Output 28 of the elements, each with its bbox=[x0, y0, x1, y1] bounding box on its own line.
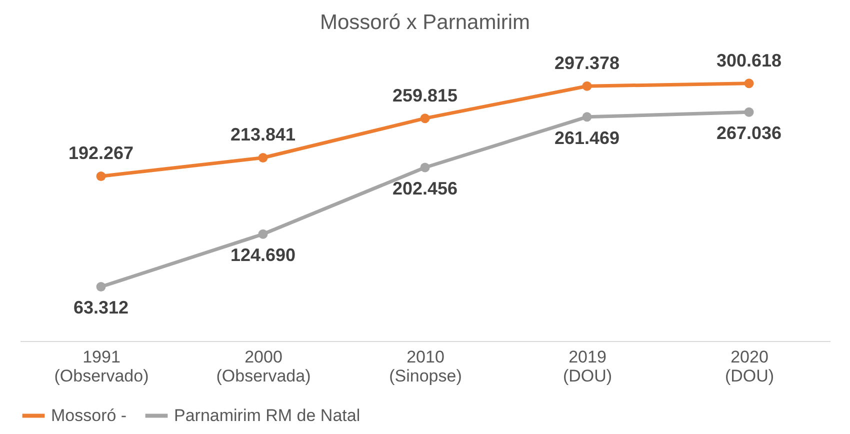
point bbox=[744, 78, 754, 88]
point bbox=[744, 107, 754, 117]
data-label: 261.469 bbox=[554, 128, 620, 148]
point bbox=[582, 81, 592, 91]
data-label: 259.815 bbox=[392, 85, 458, 106]
point bbox=[258, 153, 268, 162]
chart-title: Mossoró x Parnamirim bbox=[320, 11, 530, 34]
point bbox=[582, 112, 592, 122]
x-tick-label: 2010 (Sinopse) bbox=[389, 348, 462, 386]
point bbox=[96, 282, 106, 292]
x-tick-label: 1991 (Observado) bbox=[54, 348, 149, 386]
data-label: 300.618 bbox=[716, 50, 782, 70]
x-tick-label: 2020 (DOU) bbox=[724, 348, 774, 386]
data-label: 202.456 bbox=[392, 178, 458, 198]
data-label: 63.312 bbox=[73, 298, 129, 318]
data-label: 213.841 bbox=[230, 124, 296, 145]
legend-label: Parnamirim RM de Natal bbox=[174, 406, 360, 425]
x-tick-label: 2000 (Observada) bbox=[216, 348, 311, 386]
data-label: 124.690 bbox=[230, 245, 296, 266]
point bbox=[258, 229, 268, 239]
point bbox=[420, 114, 430, 124]
data-label: 267.036 bbox=[716, 123, 782, 144]
point bbox=[96, 171, 106, 181]
point bbox=[420, 162, 430, 172]
data-label: 192.267 bbox=[68, 143, 134, 164]
x-tick-label: 2019 (DOU) bbox=[562, 348, 612, 386]
data-label: 297.378 bbox=[554, 53, 620, 74]
legend-label: Mossoró - bbox=[51, 406, 127, 425]
